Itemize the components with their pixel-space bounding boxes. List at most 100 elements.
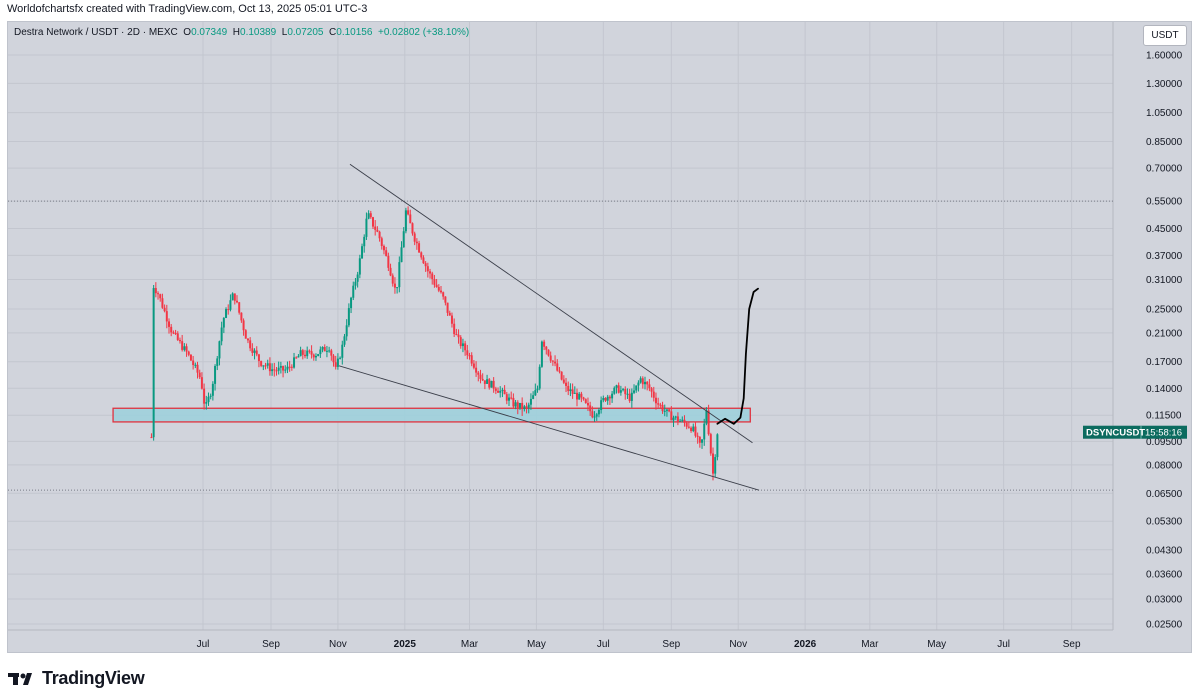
candle-body-223 [639,378,642,383]
candle-body-222 [637,382,640,386]
candle-223 [639,376,642,384]
currency-button[interactable]: USDT [1143,25,1187,46]
candle-182 [549,351,552,363]
candle-body-221 [635,385,638,391]
candle-50 [260,360,263,368]
candle-body-30 [216,358,219,366]
candle-body-252 [703,423,706,440]
candle-11 [174,329,177,336]
price-tick-label-6: 0.45000 [1146,224,1183,235]
lower-trendline [338,365,760,491]
candle-body-98 [365,218,368,237]
candle-137 [450,312,453,328]
candle-body-71 [306,350,309,357]
candle-27 [209,393,212,400]
candle-body-123 [420,252,423,258]
candle-body-174 [532,395,535,399]
candle-58 [277,361,280,375]
candle-body-12 [176,333,179,340]
candle-248 [694,421,697,438]
candle-103 [376,226,379,233]
candle-body-173 [529,398,532,405]
candle-95 [358,254,361,279]
candle-body-228 [650,388,653,392]
time-tick-label-3: 2025 [394,639,417,650]
candle-body-191 [569,389,572,392]
candle-211 [613,386,616,395]
candle-body-104 [378,231,381,239]
candle-113 [398,256,401,293]
candle-228 [650,387,653,398]
candle-238 [672,415,675,428]
candle-body-74 [312,354,315,358]
candle-119 [411,222,414,236]
candle-84 [334,355,337,370]
candle-body-108 [387,255,390,268]
candle-body-220 [633,390,636,393]
candle-88 [343,333,346,347]
candle-153 [486,374,489,384]
candle-body-121 [415,241,418,244]
candle-body-120 [413,233,416,242]
candle-body-245 [687,426,690,428]
candle-109 [389,263,392,277]
candle-188 [562,375,565,385]
candle-147 [472,360,475,370]
candle-body-91 [350,297,353,309]
candle-226 [646,380,649,391]
candle-body-204 [597,409,600,415]
candle-101 [372,216,374,230]
candle-body-240 [676,416,679,422]
candle-body-207 [604,397,607,401]
candle-196 [580,391,583,403]
candle-body-40 [238,302,241,313]
candle-126 [426,262,429,278]
candle-body-152 [483,380,486,384]
candle-240 [676,412,679,426]
candle-54 [268,357,271,376]
candle-body-85 [336,358,339,367]
candle-241 [679,418,682,422]
candle-body-106 [382,245,385,251]
candle-198 [584,398,587,404]
candle-227 [648,379,651,392]
candle-3 [157,291,160,300]
candle-206 [602,395,605,403]
candle-body-225 [644,381,646,385]
candle-252 [703,418,706,446]
candle-body-43 [244,330,247,339]
candle-body-24 [203,388,206,404]
price-tick-label-17: 0.05300 [1146,517,1183,528]
candle-body-156 [492,380,495,389]
candle-213 [617,382,620,394]
candle-body-83 [332,355,335,363]
candle-body-94 [356,274,359,282]
candle-body-103 [376,229,379,232]
candle-192 [571,383,574,399]
candle-15 [183,343,186,352]
candle-body-196 [580,393,583,398]
candle-111 [393,277,396,294]
candle-194 [576,388,578,407]
candle-127 [429,268,432,279]
candle-body-3 [157,293,160,295]
chart-grid [8,22,1114,631]
candle-body-56 [273,369,276,371]
candle-131 [437,284,440,293]
candle-242 [681,416,684,423]
candle-32 [220,321,223,346]
candle-7 [165,304,168,329]
candle-255 [709,432,712,456]
candle-40 [238,301,241,315]
candle-body-140 [457,334,460,338]
candle-176 [536,385,539,393]
candle-197 [582,396,585,401]
price-tick-label-19: 0.03600 [1146,570,1183,581]
candle-225 [644,376,646,390]
candle-107 [385,246,388,257]
time-axis: Jul Sep Nov 2025 Mar May Jul Sep Nov 2026 Mar May Ju… [197,639,1081,650]
candle-body-131 [437,286,440,291]
candle-body-238 [672,417,675,421]
price-tick-label-12: 0.14000 [1146,384,1183,395]
